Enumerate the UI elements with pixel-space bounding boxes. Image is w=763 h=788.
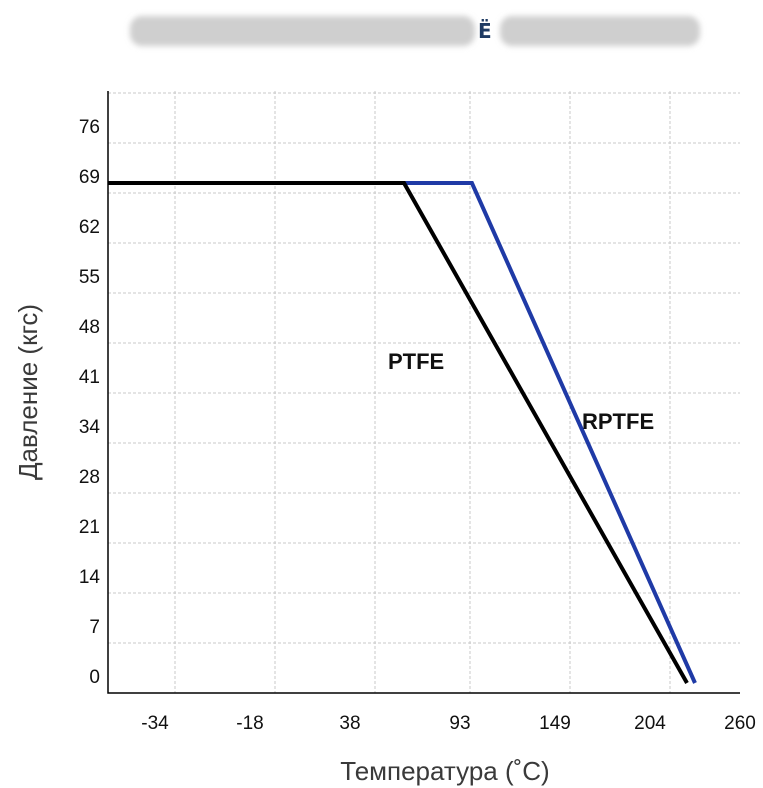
y-tick-label: 28 <box>79 467 100 488</box>
x-axis-title: Температура (˚C) <box>340 756 549 786</box>
y-tick-label: 76 <box>79 117 100 138</box>
x-tick-label: 38 <box>339 713 360 734</box>
x-tick-labels: -34 -18 38 93 149 204 260 <box>141 713 756 734</box>
plot-frame <box>107 91 740 694</box>
x-tick-label: -34 <box>141 713 169 734</box>
x-tick-label: -18 <box>236 713 263 734</box>
series-line-ptfe <box>108 181 689 684</box>
y-tick-label: 41 <box>79 367 100 388</box>
y-tick-label: 55 <box>79 267 100 288</box>
y-tick-label: 0 <box>89 667 100 688</box>
y-tick-label: 69 <box>79 167 100 188</box>
y-tick-label: 7 <box>89 617 100 638</box>
grid <box>108 91 740 693</box>
x-tick-label: 93 <box>449 713 470 734</box>
y-tick-label: 14 <box>79 567 101 588</box>
title-blur-right <box>500 16 700 46</box>
title-visible-char: Ё <box>478 19 492 43</box>
x-tick-label: 260 <box>724 713 756 734</box>
y-tick-label: 62 <box>79 217 100 238</box>
y-axis-title: Давление (кгс) <box>13 304 43 480</box>
y-tick-label: 21 <box>79 517 100 538</box>
series-label-ptfe: PTFE <box>388 349 444 374</box>
chart-title: Ё <box>130 16 700 46</box>
y-tick-label: 48 <box>79 317 100 338</box>
x-tick-label: 149 <box>539 713 571 734</box>
title-blur-left <box>130 16 475 46</box>
x-tick-label: 204 <box>634 713 666 734</box>
series-layer <box>108 181 697 684</box>
series-label-rptfe: RPTFE <box>582 409 654 434</box>
y-tick-labels: 0 7 14 21 28 34 41 48 55 62 69 76 <box>79 117 101 688</box>
y-tick-label: 34 <box>79 417 101 438</box>
